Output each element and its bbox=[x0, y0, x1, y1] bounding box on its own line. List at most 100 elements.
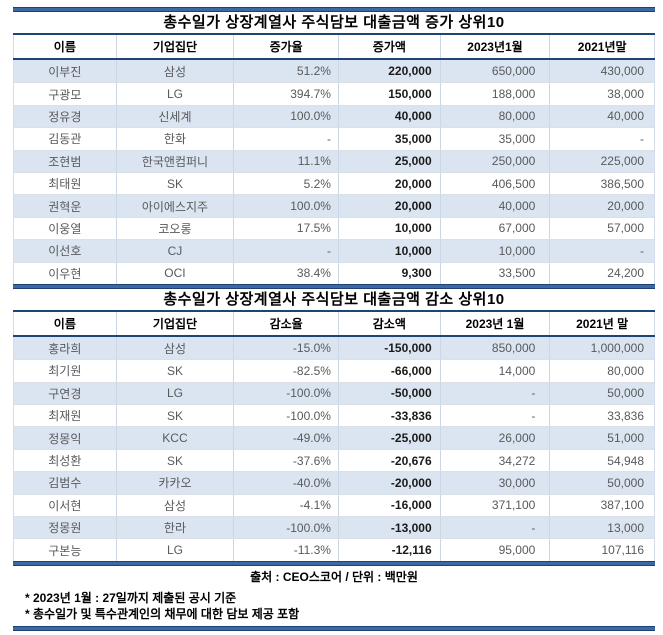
table-cell: 최재원 bbox=[48, 409, 82, 424]
table-cell: SK bbox=[115, 172, 234, 195]
table-cell: 이선호 bbox=[48, 244, 82, 259]
table-cell: 371,100 bbox=[439, 494, 550, 517]
table-cell: 11.1% bbox=[233, 150, 338, 172]
footnote-reporting-basis: * 2023년 1월 : 27일까지 제출된 공시 기준 bbox=[25, 590, 237, 605]
table-cell: -11.3% bbox=[233, 539, 338, 561]
table-cell: 최성환 bbox=[48, 454, 82, 469]
table-cell: 95,000 bbox=[439, 539, 550, 561]
table-cell: 정몽익 bbox=[48, 431, 82, 446]
decrease-table-body: 홍라희 삼성 -15.0% -150,000 850,000 1,000,000 최기원 SK… bbox=[13, 336, 655, 561]
table-top-rule bbox=[13, 283, 655, 289]
table-cell: - bbox=[439, 517, 550, 539]
table-cell: 51,000 bbox=[549, 427, 654, 449]
table-cell: LG bbox=[115, 83, 234, 105]
decrease-table-header-row: 이름 기업집단 감소율 감소액 2023년 1월 2021년 말 bbox=[13, 311, 655, 335]
table-cell: 40,000 bbox=[549, 105, 654, 128]
table-cell: 김동관 bbox=[48, 132, 82, 147]
table-cell: 한국앤컴퍼니 bbox=[115, 150, 234, 172]
table-cell: -37.6% bbox=[233, 449, 338, 472]
table-cell: 한라 bbox=[115, 517, 234, 539]
title-divider bbox=[13, 33, 655, 35]
table-cell: 67,000 bbox=[439, 217, 550, 240]
column-header: 증가액 bbox=[337, 35, 440, 58]
table-cell: 1,000,000 bbox=[549, 336, 654, 360]
table-cell: -25,000 bbox=[337, 427, 440, 449]
table-cell: 이웅열 bbox=[48, 221, 82, 236]
column-header: 이름 bbox=[53, 316, 76, 331]
table-cell: 250,000 bbox=[439, 150, 550, 172]
table-cell: 구광모 bbox=[48, 87, 82, 102]
table-cell: -100.0% bbox=[233, 382, 338, 405]
table-cell: 57,000 bbox=[549, 217, 654, 240]
table-cell: 20,000 bbox=[337, 172, 440, 195]
table-cell: 25,000 bbox=[337, 150, 440, 172]
table-cell: 34,272 bbox=[439, 449, 550, 472]
table-cell: -150,000 bbox=[337, 336, 440, 360]
table-cell: -40.0% bbox=[233, 472, 338, 494]
table-cell: 80,000 bbox=[439, 105, 550, 128]
table-cell: 홍라희 bbox=[48, 341, 82, 356]
table-cell: -12,116 bbox=[337, 539, 440, 561]
table-cell: 33,836 bbox=[549, 405, 654, 427]
table-cell: 코오롱 bbox=[115, 217, 234, 240]
column-header: 기업집단 bbox=[115, 35, 234, 58]
table-cell: 이서현 bbox=[48, 498, 82, 513]
table-row: 이웅열 코오롱 17.5% 10,000 67,000 57,000 bbox=[13, 216, 655, 240]
table-row: 정몽원 한라 -100.0% -13,000-13,000 bbox=[13, 516, 655, 539]
column-header: 2023년1월 bbox=[439, 35, 550, 58]
table-row: 홍라희 삼성 -15.0% -150,000 850,000 1,000,000 bbox=[13, 336, 655, 360]
table-cell: 33,500 bbox=[439, 262, 550, 284]
source-note: 출처 : CEO스코어 / 단위 : 백만원 bbox=[250, 569, 418, 584]
table-cell: 10,000 bbox=[337, 240, 440, 262]
table-cell: - bbox=[549, 240, 654, 262]
report-sheet: 총수일가 상장계열사 주식담보 대출금액 증가 상위10 이름 기업집단 증가율 증가… bbox=[13, 0, 655, 631]
table-cell: 10,000 bbox=[337, 217, 440, 240]
table-cell: 카카오 bbox=[115, 472, 234, 494]
table-row: 정유경 신세계 100.0% 40,000 80,000 40,000 bbox=[13, 104, 655, 128]
table-cell: 406,500 bbox=[439, 172, 550, 195]
table-cell: KCC bbox=[115, 427, 234, 449]
table-cell: 20,000 bbox=[337, 195, 440, 217]
table-cell: 100.0% bbox=[233, 105, 338, 128]
table-cell: 850,000 bbox=[439, 336, 550, 360]
table-cell: 10,000 bbox=[439, 240, 550, 262]
table-cell: - bbox=[439, 382, 550, 405]
table-cell: LG bbox=[115, 539, 234, 561]
title-divider bbox=[13, 309, 655, 312]
table-row: 이부진 삼성 51.2% 220,000 650,000 430,000 bbox=[13, 60, 655, 83]
column-header: 감소액 bbox=[337, 311, 440, 335]
decrease-table: 총수일가 상장계열사 주식담보 대출금액 감소 상위10 이름 기업집단 감소율 감소… bbox=[13, 283, 655, 566]
table-row: 권혁운 아이에스지주 100.0% 20,000 40,000 20,000 bbox=[13, 194, 655, 217]
table-cell: -4.1% bbox=[233, 494, 338, 517]
table-cell: 35,000 bbox=[439, 128, 550, 150]
table-row: 구광모 LG 394.7% 150,000 188,000 38,000 bbox=[13, 82, 655, 105]
table-row: 최성환 SK -37.6% -20,676 34,272 54,948 bbox=[13, 448, 655, 472]
table-cell: 삼성 bbox=[115, 494, 234, 517]
table-cell: 권혁운 bbox=[48, 199, 82, 214]
decrease-table-title: 총수일가 상장계열사 주식담보 대출금액 감소 상위10 bbox=[13, 288, 655, 310]
table-cell: -13,000 bbox=[337, 517, 440, 539]
table-cell: 26,000 bbox=[439, 427, 550, 449]
increase-table: 총수일가 상장계열사 주식담보 대출금액 증가 상위10 이름 기업집단 증가율 증가… bbox=[13, 7, 655, 284]
table-cell: 5.2% bbox=[233, 172, 338, 195]
table-cell: -20,000 bbox=[337, 472, 440, 494]
column-header: 2023년 1월 bbox=[439, 311, 550, 335]
table-cell: 정유경 bbox=[48, 109, 82, 124]
table-cell: 188,000 bbox=[439, 83, 550, 105]
table-cell: 13,000 bbox=[549, 517, 654, 539]
table-cell: -33,836 bbox=[337, 405, 440, 427]
table-row: 최기원 SK -82.5% -66,000 14,000 80,000 bbox=[13, 359, 655, 382]
table-cell: 20,000 bbox=[549, 195, 654, 217]
table-row: 이선호 CJ -10,000 10,000- bbox=[13, 239, 655, 262]
column-header: 2021년 말 bbox=[549, 311, 654, 335]
table-cell: 80,000 bbox=[549, 360, 654, 382]
table-cell: -82.5% bbox=[233, 360, 338, 382]
table-cell: 조현범 bbox=[48, 154, 82, 169]
table-cell: 9,300 bbox=[337, 262, 440, 284]
table-cell: -49.0% bbox=[233, 427, 338, 449]
table-cell: SK bbox=[115, 360, 234, 382]
table-cell: 17.5% bbox=[233, 217, 338, 240]
table-cell: 51.2% bbox=[233, 60, 338, 83]
table-cell: 최기원 bbox=[48, 364, 82, 379]
column-header: 기업집단 bbox=[115, 311, 234, 335]
